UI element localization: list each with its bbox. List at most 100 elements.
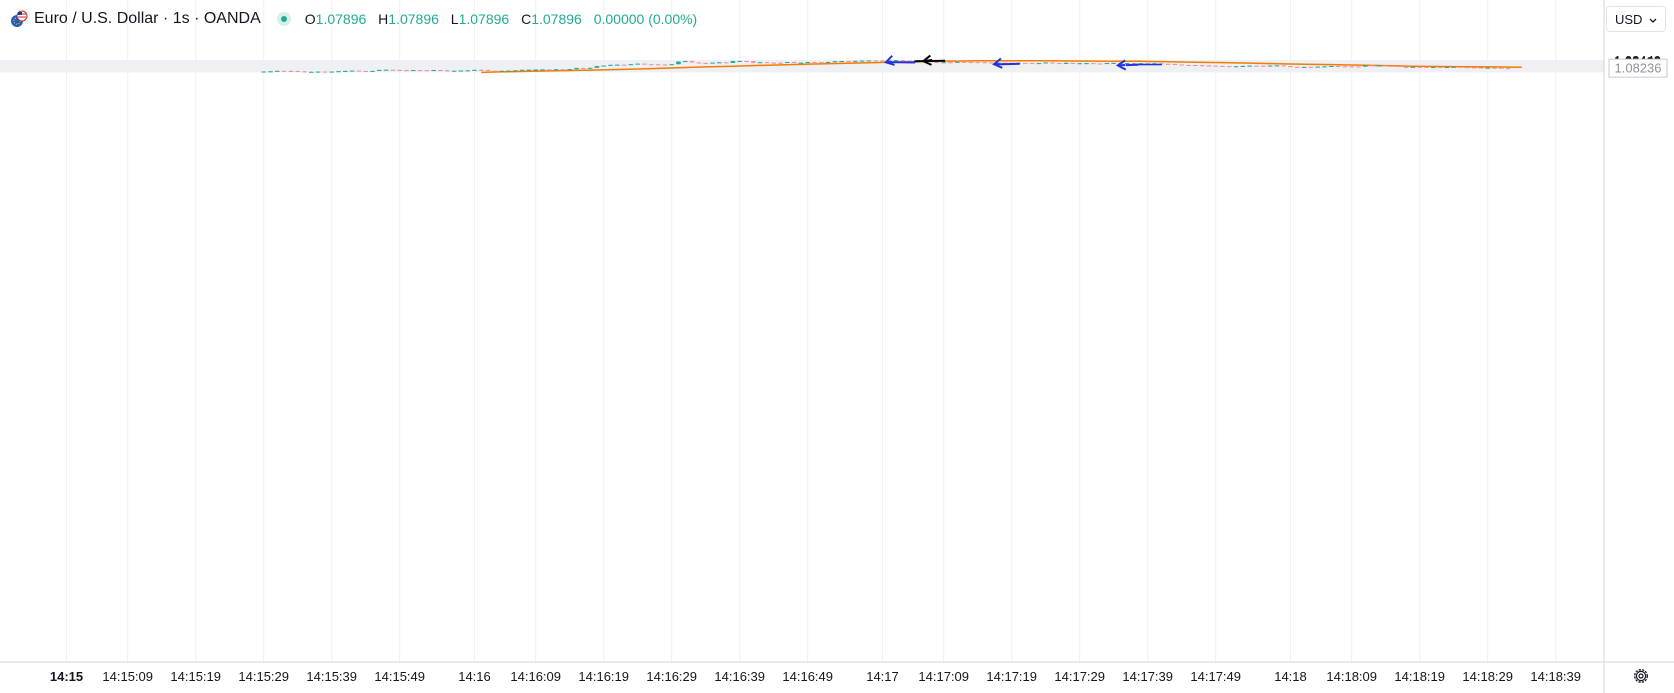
candle-body — [1254, 65, 1259, 67]
candle-down — [424, 70, 430, 72]
last-price-value: 1.08236 — [1615, 61, 1662, 76]
candle-up — [676, 61, 681, 65]
candle-body — [989, 62, 994, 64]
candle-body — [1322, 66, 1327, 68]
candle-up — [383, 69, 389, 71]
market-status-icon[interactable] — [276, 12, 291, 26]
candle-down — [812, 61, 817, 64]
candle-up — [587, 67, 593, 69]
candle-body — [771, 62, 776, 64]
candle-body — [1138, 63, 1144, 65]
candle-body — [744, 60, 749, 62]
candle-body — [1485, 67, 1490, 69]
candle-body — [1349, 66, 1354, 68]
exchange-label: OANDA — [203, 10, 261, 27]
candle-body — [968, 62, 974, 64]
candle-up — [519, 69, 525, 71]
candle-body — [472, 69, 477, 71]
candle-up — [853, 60, 858, 62]
candle-up — [349, 70, 355, 72]
candle-body — [1376, 65, 1382, 67]
candle-body — [540, 69, 545, 71]
time-tick-label: 14:17 — [866, 669, 899, 684]
candle-body — [1356, 66, 1361, 68]
candle-up — [1233, 66, 1239, 68]
candle-body — [397, 69, 402, 71]
candle-body — [1424, 66, 1429, 68]
candle-body — [723, 62, 729, 64]
interval-label: 1s — [172, 10, 190, 27]
candle-up — [540, 69, 545, 71]
candle-body — [866, 60, 872, 62]
candle-body — [390, 69, 396, 71]
candle-up — [1247, 65, 1252, 67]
candle-body — [424, 70, 430, 72]
candle-down — [907, 60, 912, 62]
candle-down — [873, 60, 878, 62]
candle-body — [295, 71, 300, 73]
open-value: 1.07896 — [315, 11, 367, 27]
candle-body — [1172, 63, 1178, 65]
candle-down — [1505, 68, 1511, 70]
grid-lines — [0, 0, 1604, 662]
time-scale[interactable]: 14:15 14:15:09 14:15:19 14:15:29 14:15:39 14:… — [50, 669, 1581, 684]
candle-body — [1301, 66, 1307, 68]
candle-up — [615, 64, 620, 66]
time-tick-label: 14:16:29 — [646, 669, 697, 684]
candle-body — [1220, 65, 1225, 67]
candle-body — [1070, 62, 1076, 64]
candle-body — [710, 62, 715, 64]
candle-up — [431, 69, 436, 72]
candle-down — [1349, 66, 1354, 68]
symbol-legend: Euro / U.S. Dollar · 1s · OANDA O1.07896… — [10, 6, 705, 32]
candle-body — [689, 61, 695, 63]
time-tick-label: 14:16:09 — [510, 669, 561, 684]
close-value: 1.07896 — [531, 11, 582, 27]
candle-body — [737, 60, 742, 62]
candle-up — [730, 60, 736, 63]
candle-down — [655, 64, 661, 66]
time-tick-label: 14:15:29 — [238, 669, 289, 684]
gear-icon[interactable] — [1632, 667, 1650, 685]
candle-body — [1050, 62, 1055, 64]
candle-up — [343, 70, 348, 72]
candle-body — [1247, 65, 1252, 67]
candle-body — [1492, 67, 1497, 69]
candle-body — [1451, 66, 1456, 68]
symbol-name: Euro / U.S. Dollar — [34, 10, 159, 27]
candle-body — [587, 67, 593, 69]
candle-down — [288, 70, 294, 72]
close-label: C — [521, 11, 532, 27]
candle-up — [1104, 62, 1110, 65]
candle-up — [458, 70, 464, 72]
candle-body — [778, 62, 783, 64]
candle-body — [703, 62, 708, 64]
candle-up — [1301, 66, 1307, 68]
currency-button[interactable]: USD — [1606, 6, 1666, 32]
candle-body — [819, 62, 824, 64]
time-tick-label: 14:17:19 — [986, 669, 1037, 684]
candle-up — [261, 71, 266, 73]
candle-down — [438, 69, 443, 72]
candle-up — [553, 69, 559, 71]
candle-body — [465, 70, 470, 72]
candle-up — [309, 71, 314, 73]
candle-body — [791, 62, 797, 64]
candle-up — [757, 62, 763, 64]
candle-down — [485, 69, 491, 71]
candle-down — [1179, 64, 1184, 66]
candle-body — [479, 69, 484, 71]
symbol-title[interactable]: Euro / U.S. Dollar · 1s · OANDA — [34, 10, 261, 28]
candle-body — [343, 70, 348, 72]
candle-down — [1492, 67, 1497, 69]
candle-up — [628, 64, 634, 66]
candle-down — [1213, 65, 1218, 67]
candle-down — [751, 61, 756, 63]
candle-body — [1471, 67, 1477, 69]
candle-down — [1335, 65, 1341, 68]
candle-body — [1145, 63, 1150, 65]
candle-body — [309, 71, 314, 73]
candle-down — [547, 69, 552, 71]
candle-down — [1403, 66, 1409, 68]
